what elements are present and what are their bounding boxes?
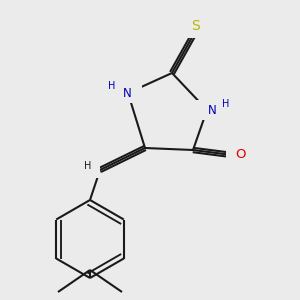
Text: O: O — [236, 148, 246, 161]
FancyBboxPatch shape — [106, 83, 142, 103]
Text: N: N — [208, 103, 216, 116]
Text: N: N — [123, 86, 131, 100]
Text: H: H — [108, 81, 116, 91]
Text: S: S — [190, 19, 200, 33]
FancyBboxPatch shape — [82, 160, 100, 178]
Text: H: H — [222, 99, 230, 109]
FancyBboxPatch shape — [185, 20, 205, 38]
FancyBboxPatch shape — [195, 100, 231, 120]
Text: H: H — [84, 161, 92, 171]
FancyBboxPatch shape — [226, 146, 246, 164]
